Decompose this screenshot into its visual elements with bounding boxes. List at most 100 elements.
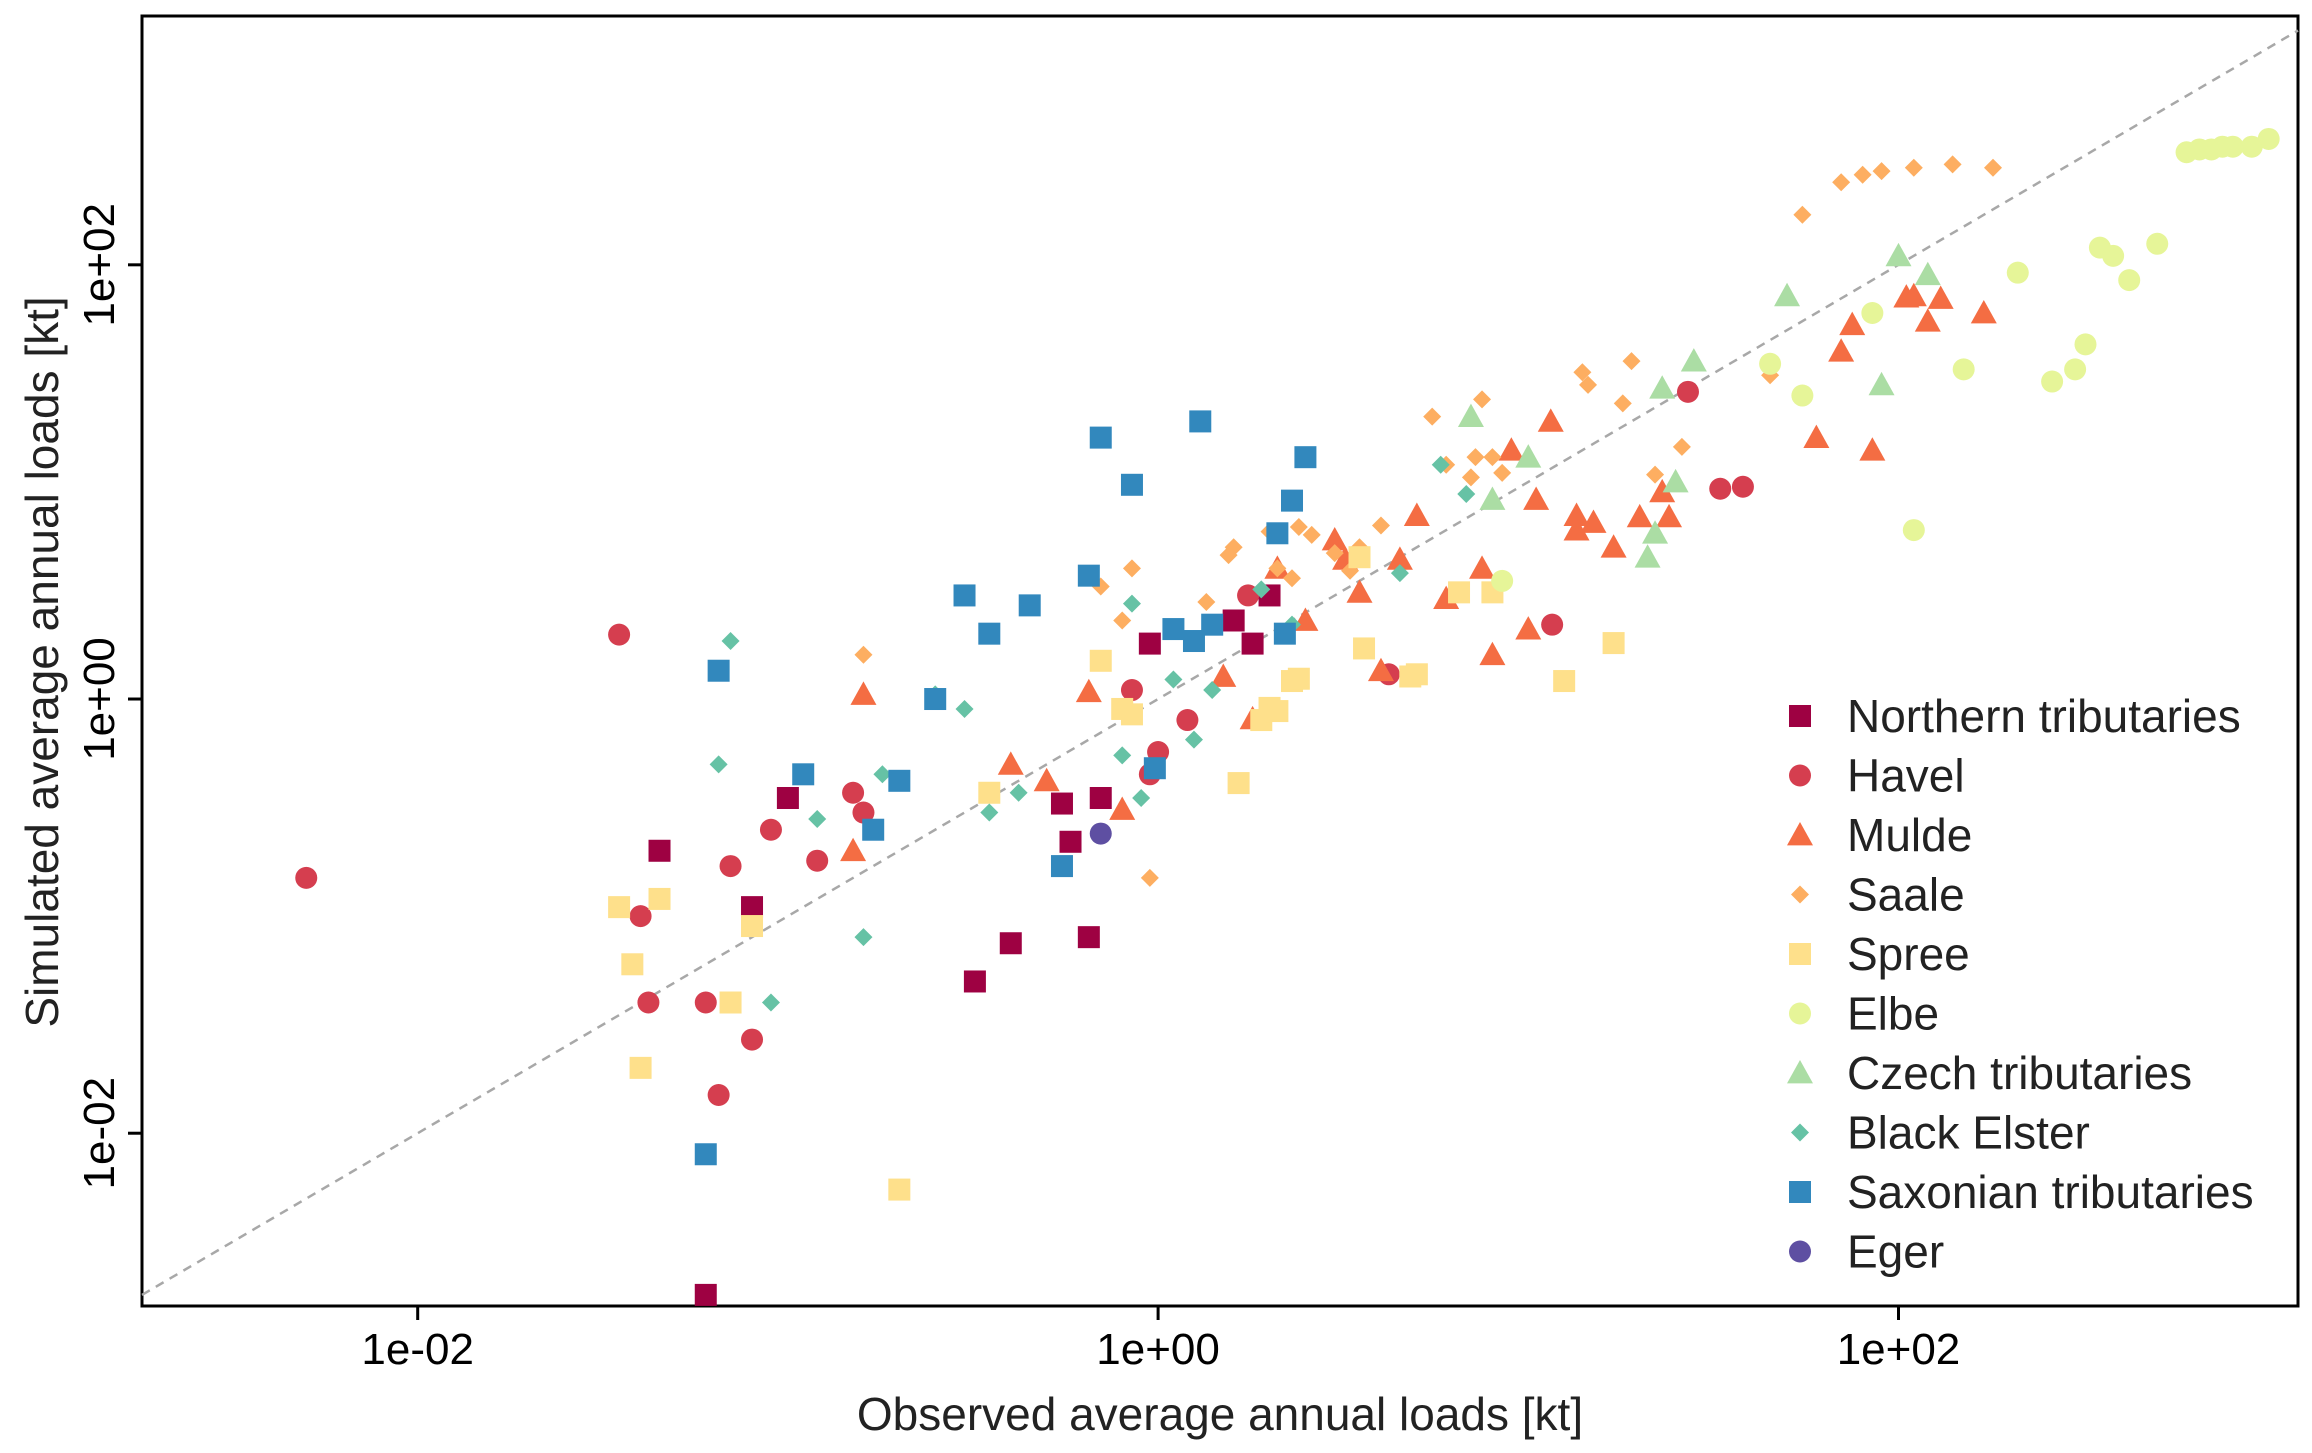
data-point <box>1900 282 1927 307</box>
data-point <box>694 991 717 1014</box>
legend-marker <box>1789 764 1811 787</box>
data-point <box>1241 632 1264 655</box>
data-point <box>1132 789 1151 808</box>
data-point <box>792 763 815 786</box>
data-point <box>1222 609 1245 632</box>
data-point <box>1289 517 1308 536</box>
data-point <box>1113 746 1132 765</box>
data-point <box>1448 581 1471 604</box>
data-point <box>1791 384 1814 407</box>
data-point <box>1077 564 1100 587</box>
data-point <box>1580 509 1607 533</box>
legend-marker <box>1787 1060 1813 1084</box>
data-point <box>1077 926 1100 949</box>
data-point <box>1914 261 1941 286</box>
data-point <box>761 993 780 1012</box>
data-point <box>1759 352 1782 375</box>
data-point <box>1321 527 1348 551</box>
data-point <box>806 849 829 872</box>
data-point <box>707 1083 730 1106</box>
data-point <box>648 887 671 910</box>
data-point <box>1201 613 1224 636</box>
data-point <box>1774 282 1801 307</box>
data-point <box>1885 242 1912 267</box>
data-point <box>2102 244 2125 267</box>
x-tick-label: 1e+00 <box>1096 1325 1220 1374</box>
data-point <box>953 584 976 607</box>
data-point <box>862 818 885 841</box>
plot-frame <box>140 14 2300 1308</box>
x-tick-label: 1e+02 <box>1837 1325 1961 1374</box>
data-point <box>1828 338 1855 362</box>
data-point <box>1952 358 1975 381</box>
y-tick-label: 1e-02 <box>75 1077 124 1190</box>
series-mulde <box>840 282 1997 862</box>
legend-label: Eger <box>1847 1226 1944 1278</box>
data-point <box>1266 700 1289 723</box>
data-point <box>1423 407 1442 426</box>
data-point <box>1868 371 1895 396</box>
data-point <box>1515 444 1542 468</box>
legend-label: Havel <box>1847 750 1965 802</box>
data-point <box>608 623 631 646</box>
data-point <box>709 755 728 774</box>
data-point <box>694 1143 717 1166</box>
data-point <box>1483 448 1502 467</box>
data-point <box>1302 525 1321 544</box>
data-point <box>1268 559 1287 578</box>
data-point <box>1120 679 1143 702</box>
data-point <box>2006 261 2029 284</box>
data-point <box>1579 375 1598 394</box>
data-point <box>1839 311 1866 336</box>
legend: Northern tributaries Havel Mulde Saale Spree… <box>1787 690 2254 1278</box>
series-northern-tributaries <box>648 584 1281 1306</box>
data-point <box>1162 618 1185 641</box>
data-point <box>1348 546 1371 569</box>
data-point <box>1033 767 1060 792</box>
data-point <box>1656 503 1683 528</box>
data-point <box>741 1028 764 1051</box>
data-point <box>1803 424 1830 449</box>
data-point <box>1493 463 1512 482</box>
data-point <box>1563 502 1590 526</box>
data-point <box>1853 165 1872 184</box>
data-point <box>1122 594 1141 613</box>
data-point <box>637 991 660 1014</box>
data-point <box>1405 663 1428 686</box>
x-axis-title: Observed average annual loads [kt] <box>857 1388 1583 1440</box>
legend-marker <box>1789 1181 1811 1203</box>
data-point <box>1281 489 1304 512</box>
data-point <box>1197 592 1216 611</box>
data-point <box>1457 403 1484 427</box>
data-point <box>1602 632 1625 655</box>
data-point <box>1176 709 1199 732</box>
data-point <box>997 751 1024 775</box>
data-point <box>1537 408 1564 432</box>
data-points-layer <box>295 127 2280 1306</box>
data-point <box>1050 792 1073 815</box>
data-point <box>2118 269 2141 292</box>
data-point <box>1626 503 1653 528</box>
legend-marker <box>1791 1123 1809 1142</box>
data-point <box>1120 703 1143 726</box>
data-point <box>1143 757 1166 780</box>
data-point <box>741 915 764 938</box>
data-point <box>1523 486 1550 510</box>
series-czech-tributaries <box>1457 242 1941 568</box>
data-point <box>1914 308 1941 332</box>
data-point <box>854 928 873 947</box>
data-point <box>963 970 986 993</box>
series-saxonian-tributaries <box>694 410 1317 1166</box>
data-point <box>2041 370 2064 393</box>
data-point <box>852 801 875 824</box>
data-point <box>295 866 318 889</box>
data-point <box>2146 232 2169 255</box>
data-point <box>1075 678 1102 703</box>
legend-marker <box>1791 885 1809 904</box>
legend-label: Northern tributaries <box>1847 690 2241 742</box>
data-point <box>1184 730 1203 749</box>
data-point <box>1473 390 1492 409</box>
data-point <box>1676 380 1699 403</box>
data-point <box>850 681 877 705</box>
data-point <box>776 787 799 810</box>
